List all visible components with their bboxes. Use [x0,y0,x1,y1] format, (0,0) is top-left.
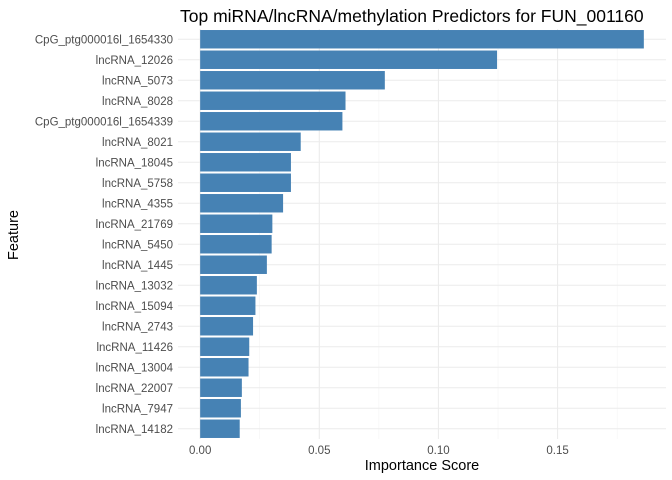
x-tick-label: 0.15 [546,445,568,457]
y-tick-label: lncRNA_21769 [96,219,173,231]
bar [200,50,498,69]
bar [200,30,644,49]
bar [200,71,385,90]
grid [178,29,666,439]
y-tick-label: lncRNA_14182 [96,424,173,436]
chart-title: Top miRNA/lncRNA/methylation Predictors … [180,6,644,27]
bar [200,399,241,418]
y-tick-labels: CpG_ptg000016l_1654330 lncRNA_12026 lncRNA… [35,34,174,436]
x-tick-label: 0.05 [308,445,330,457]
x-axis-title: Importance Score [365,458,479,474]
bars [200,30,644,438]
y-tick-label: lncRNA_18045 [96,157,173,169]
y-tick-label: lncRNA_8028 [102,96,173,108]
y-tick-label: lncRNA_13032 [96,280,173,292]
bar [200,358,249,377]
bar [200,235,272,254]
bar [200,317,254,336]
x-tick-labels: 0.00 0.05 0.10 0.15 [189,445,569,457]
y-tick-label: lncRNA_15094 [96,301,174,313]
bar [200,296,256,315]
y-tick-label: lncRNA_13004 [96,362,174,374]
bar [200,255,267,274]
bar [200,91,346,110]
x-tick-label: 0.10 [427,445,449,457]
bar [200,378,242,397]
x-tick-label: 0.00 [189,445,211,457]
y-tick-label: lncRNA_1445 [102,260,173,272]
y-tick-label: lncRNA_5450 [102,239,173,251]
y-tick-label: lncRNA_12026 [96,55,173,67]
y-tick-label: lncRNA_2743 [102,321,173,333]
bar [200,173,291,192]
y-tick-label: lncRNA_8021 [102,137,173,149]
bar [200,337,250,356]
bar [200,214,273,233]
y-tick-label: CpG_ptg000016l_1654339 [35,116,173,128]
bar [200,419,240,438]
y-tick-label: lncRNA_11426 [96,342,173,354]
y-tick-label: lncRNA_22007 [96,383,173,395]
y-tick-label: lncRNA_5758 [102,178,173,190]
bar [200,276,257,295]
y-tick-label: CpG_ptg000016l_1654330 [35,34,173,46]
bar [200,153,291,172]
y-tick-label: lncRNA_5073 [102,75,173,87]
y-axis-title: Feature [6,210,22,260]
bar [200,132,301,151]
y-tick-label: lncRNA_4355 [102,198,173,210]
bar [200,112,343,131]
y-tick-label: lncRNA_7947 [102,403,173,415]
bar [200,194,284,213]
